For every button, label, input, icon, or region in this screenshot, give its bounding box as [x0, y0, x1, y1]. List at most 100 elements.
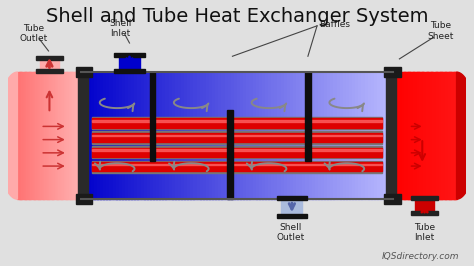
Text: Tube
Inlet: Tube Inlet — [414, 223, 435, 242]
Bar — [106, 72, 110, 199]
Bar — [293, 72, 297, 199]
Bar — [153, 72, 157, 199]
Bar — [296, 72, 300, 199]
Bar — [39, 72, 41, 199]
Bar — [240, 72, 244, 199]
Bar — [409, 72, 411, 199]
Bar — [156, 72, 160, 199]
Bar — [75, 67, 92, 77]
Bar — [450, 72, 452, 199]
Bar — [374, 72, 378, 199]
Text: Shell
Outlet: Shell Outlet — [277, 223, 305, 242]
Bar — [91, 162, 383, 171]
Bar — [58, 72, 61, 199]
Bar — [271, 72, 275, 199]
Bar — [91, 148, 383, 157]
Bar — [60, 72, 62, 199]
Bar — [78, 72, 80, 199]
Bar — [203, 72, 207, 199]
Bar — [315, 72, 319, 199]
Bar — [262, 72, 266, 199]
Bar — [134, 72, 138, 199]
Bar — [246, 72, 250, 199]
Bar — [386, 72, 391, 199]
Bar — [25, 72, 27, 199]
Bar — [438, 72, 441, 199]
Bar — [333, 72, 337, 199]
Bar — [377, 72, 381, 199]
Bar — [91, 118, 383, 128]
Bar — [137, 72, 141, 199]
Bar — [414, 72, 417, 199]
Bar — [352, 72, 356, 199]
Bar — [91, 133, 383, 142]
Bar — [114, 53, 145, 57]
Bar — [451, 72, 454, 199]
Bar — [209, 72, 213, 199]
Bar — [172, 72, 176, 199]
Bar — [395, 72, 397, 199]
Bar — [277, 196, 307, 200]
Bar — [346, 72, 350, 199]
Bar — [57, 72, 59, 199]
Bar — [440, 72, 442, 199]
Bar — [29, 72, 31, 199]
Bar — [371, 72, 375, 199]
Text: Baffles: Baffles — [319, 20, 350, 29]
Bar — [24, 72, 26, 199]
Bar — [312, 72, 316, 199]
Bar — [67, 72, 70, 199]
Bar — [42, 72, 44, 199]
Bar — [394, 72, 396, 199]
Bar — [228, 110, 233, 199]
Bar — [305, 72, 310, 199]
Bar — [237, 72, 241, 199]
Bar — [187, 72, 191, 199]
Bar — [150, 72, 155, 161]
Bar — [73, 72, 75, 199]
Bar — [21, 72, 23, 199]
Bar — [268, 72, 272, 199]
Bar — [91, 120, 383, 122]
Bar — [419, 72, 422, 199]
Bar — [427, 72, 429, 199]
Bar — [44, 72, 46, 199]
Bar — [355, 72, 359, 199]
Bar — [422, 72, 424, 199]
Bar — [122, 72, 126, 199]
Bar — [88, 72, 91, 199]
Bar — [219, 72, 222, 199]
Bar — [449, 72, 451, 199]
Bar — [368, 72, 372, 199]
Bar — [40, 72, 43, 199]
Bar — [82, 72, 85, 199]
Bar — [438, 72, 439, 199]
Text: Tube
Outlet: Tube Outlet — [19, 24, 47, 43]
Bar — [91, 160, 383, 173]
Bar — [30, 72, 32, 199]
Bar — [212, 72, 216, 199]
Bar — [33, 72, 35, 199]
Bar — [119, 54, 140, 72]
Bar — [114, 69, 145, 73]
Bar — [94, 72, 98, 199]
Bar — [274, 72, 278, 199]
Bar — [259, 72, 263, 199]
Bar — [398, 72, 400, 199]
Bar — [206, 72, 210, 199]
Bar — [64, 72, 66, 199]
Bar — [392, 72, 395, 199]
Bar — [255, 72, 260, 199]
Bar — [380, 72, 384, 199]
Bar — [70, 72, 72, 199]
Bar — [46, 72, 48, 199]
Bar — [200, 72, 204, 199]
Bar — [447, 72, 450, 199]
Bar — [119, 72, 123, 199]
Bar — [253, 72, 256, 199]
Bar — [36, 56, 63, 60]
Bar — [79, 72, 81, 199]
Bar — [40, 57, 59, 72]
Bar — [447, 72, 448, 199]
Bar — [418, 72, 420, 199]
